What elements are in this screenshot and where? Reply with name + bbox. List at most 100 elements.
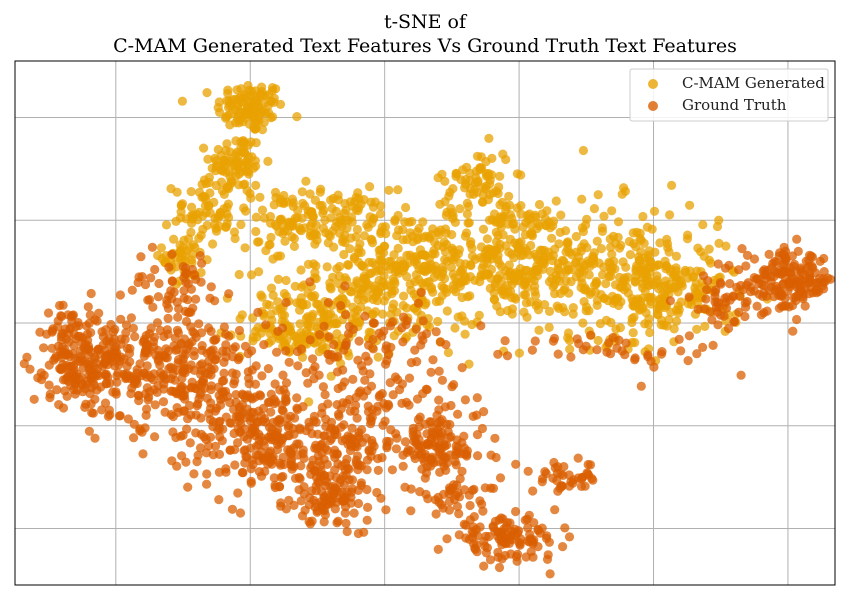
scatter-point bbox=[173, 312, 183, 322]
scatter-point bbox=[579, 239, 589, 249]
scatter-point bbox=[375, 255, 385, 265]
scatter-point bbox=[219, 368, 229, 378]
scatter-point bbox=[389, 299, 399, 309]
scatter-point bbox=[169, 341, 179, 351]
scatter-point bbox=[385, 321, 396, 331]
scatter-point bbox=[219, 189, 229, 199]
scatter-point bbox=[276, 498, 286, 508]
scatter-point bbox=[246, 270, 257, 280]
scatter-point bbox=[582, 468, 592, 478]
scatter-point bbox=[342, 454, 352, 464]
scatter-point bbox=[519, 280, 529, 290]
scatter-point bbox=[489, 209, 500, 219]
scatter-point bbox=[684, 331, 695, 341]
scatter-point bbox=[386, 309, 396, 319]
scatter-point bbox=[470, 254, 480, 264]
scatter-point bbox=[88, 408, 98, 418]
scatter-point bbox=[498, 230, 508, 240]
scatter-point bbox=[479, 561, 489, 571]
scatter-point bbox=[527, 345, 538, 355]
scatter-point bbox=[601, 279, 611, 289]
scatter-point bbox=[554, 303, 564, 313]
scatter-point bbox=[341, 470, 351, 480]
scatter-point bbox=[509, 292, 520, 303]
scatter-point bbox=[410, 453, 420, 464]
scatter-point bbox=[221, 467, 231, 477]
scatter-point bbox=[537, 477, 547, 487]
scatter-point bbox=[523, 466, 533, 476]
scatter-point bbox=[211, 226, 222, 236]
scatter-point bbox=[197, 359, 207, 369]
scatter-point bbox=[263, 156, 273, 166]
scatter-point bbox=[215, 107, 225, 117]
scatter-point bbox=[411, 270, 421, 280]
scatter-point bbox=[426, 434, 436, 444]
scatter-point bbox=[509, 219, 519, 229]
scatter-point bbox=[260, 91, 270, 101]
scatter-point bbox=[459, 270, 469, 280]
scatter-point bbox=[408, 427, 418, 437]
scatter-point bbox=[581, 302, 592, 312]
scatter-point bbox=[420, 419, 430, 429]
scatter-point bbox=[411, 324, 421, 334]
scatter-point bbox=[347, 434, 358, 444]
scatter-point bbox=[448, 184, 458, 194]
scatter-point bbox=[440, 176, 450, 186]
scatter-point bbox=[608, 332, 618, 343]
scatter-point bbox=[332, 449, 342, 459]
scatter-point bbox=[252, 332, 262, 342]
scatter-point bbox=[357, 260, 367, 270]
scatter-point bbox=[521, 552, 531, 562]
scatter-point bbox=[639, 238, 649, 248]
scatter-point bbox=[363, 502, 373, 512]
scatter-point bbox=[207, 163, 217, 173]
scatter-point bbox=[232, 147, 242, 157]
scatter-point bbox=[823, 273, 833, 283]
scatter-point bbox=[446, 400, 456, 411]
scatter-point bbox=[664, 247, 674, 257]
scatter-point bbox=[693, 243, 703, 253]
scatter-point bbox=[164, 262, 174, 272]
scatter-point bbox=[194, 233, 204, 243]
scatter-point bbox=[493, 349, 503, 359]
scatter-point bbox=[596, 244, 607, 254]
scatter-point bbox=[186, 187, 196, 197]
scatter-point bbox=[339, 420, 349, 430]
scatter-point bbox=[367, 218, 377, 228]
scatter-point bbox=[305, 189, 315, 199]
scatter-point bbox=[319, 431, 330, 441]
scatter-point bbox=[413, 298, 423, 308]
scatter-point bbox=[433, 544, 443, 555]
scatter-point bbox=[62, 362, 72, 373]
scatter-point bbox=[235, 314, 245, 324]
series-generated bbox=[153, 80, 791, 407]
scatter-point bbox=[90, 371, 100, 381]
scatter-point bbox=[247, 152, 257, 162]
scatter-point bbox=[510, 524, 520, 534]
scatter-point bbox=[305, 493, 315, 503]
scatter-point bbox=[565, 344, 575, 354]
scatter-point bbox=[426, 367, 436, 377]
scatter-point bbox=[144, 295, 155, 305]
scatter-point bbox=[389, 250, 399, 260]
scatter-point bbox=[301, 176, 311, 186]
scatter-point bbox=[437, 375, 447, 385]
scatter-point bbox=[354, 244, 364, 254]
scatter-point bbox=[725, 279, 735, 289]
scatter-point bbox=[173, 358, 183, 368]
scatter-point bbox=[455, 204, 465, 214]
scatter-point bbox=[195, 251, 205, 261]
scatter-point bbox=[284, 495, 294, 505]
scatter-point bbox=[447, 382, 457, 392]
scatter-point bbox=[741, 261, 751, 271]
scatter-point bbox=[100, 370, 110, 380]
scatter-point bbox=[281, 297, 291, 308]
scatter-point bbox=[290, 213, 300, 223]
scatter-point bbox=[673, 301, 683, 311]
scatter-point bbox=[196, 369, 206, 379]
scatter-point bbox=[352, 224, 362, 235]
scatter-point bbox=[515, 539, 525, 549]
scatter-point bbox=[435, 467, 445, 477]
scatter-point bbox=[366, 419, 376, 429]
